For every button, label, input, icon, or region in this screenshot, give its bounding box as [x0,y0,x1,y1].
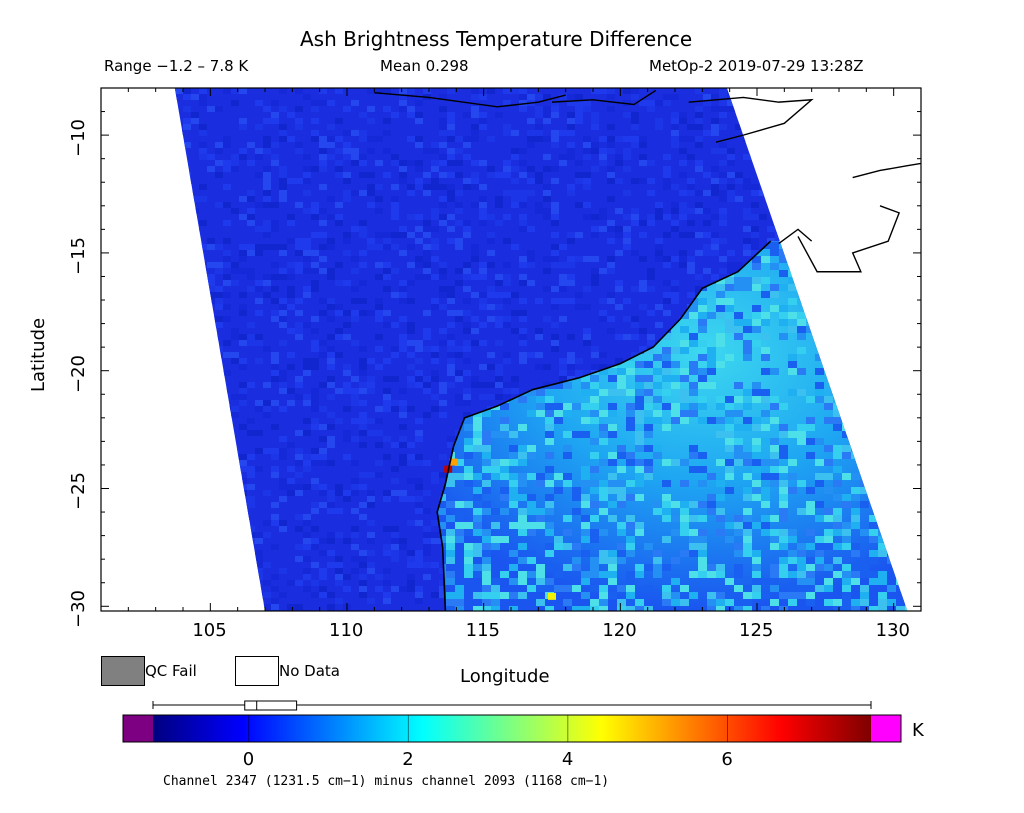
legend-label-qc-fail: QC Fail [145,662,197,680]
colorbar-tick-label: 4 [561,749,574,770]
coastline-segment [688,96,814,143]
x-axis-label: Longitude [460,666,550,687]
mean-label: Mean 0.298 [380,57,469,75]
coastline-segment [374,92,566,108]
coastline-segment [778,228,813,245]
colorbar-frame [122,714,902,743]
hotspot-pixel [449,458,458,466]
x-tick-label: 105 [192,620,227,641]
coastline-segment [797,205,901,273]
x-tick-label: 115 [465,620,501,641]
chart-title: Ash Brightness Temperature Difference [300,27,693,51]
legend-swatch-qc-fail [101,656,145,686]
colorbar-box [244,700,298,711]
colorbar-tick-label: 0 [242,749,255,770]
source-label: MetOp-2 2019-07-29 13:28Z [649,57,864,75]
colorbar-caption: Channel 2347 (1231.5 cm−1) minus channel… [163,774,610,789]
coastline-segment [551,89,657,106]
x-tick-label: 125 [739,620,774,641]
colorbar-under-swatch [123,715,153,742]
x-tick-label: 110 [329,620,364,641]
coastline-segment [852,162,921,179]
colorbar-gradient [153,715,871,742]
colorbar-tick-label: 6 [721,749,733,770]
colorbar-over-swatch [871,715,901,742]
x-tick-label: 130 [875,620,911,641]
hotspot-pixel [548,592,556,600]
colorbar-tick-label: 2 [402,749,414,770]
legend-label-no-data: No Data [279,662,340,680]
colorbar-unit: K [912,720,924,741]
legend-swatch-no-data [235,656,279,686]
x-tick-label: 120 [602,620,637,641]
coastline [436,240,772,611]
range-label: Range −1.2 – 7.8 K [104,57,249,75]
